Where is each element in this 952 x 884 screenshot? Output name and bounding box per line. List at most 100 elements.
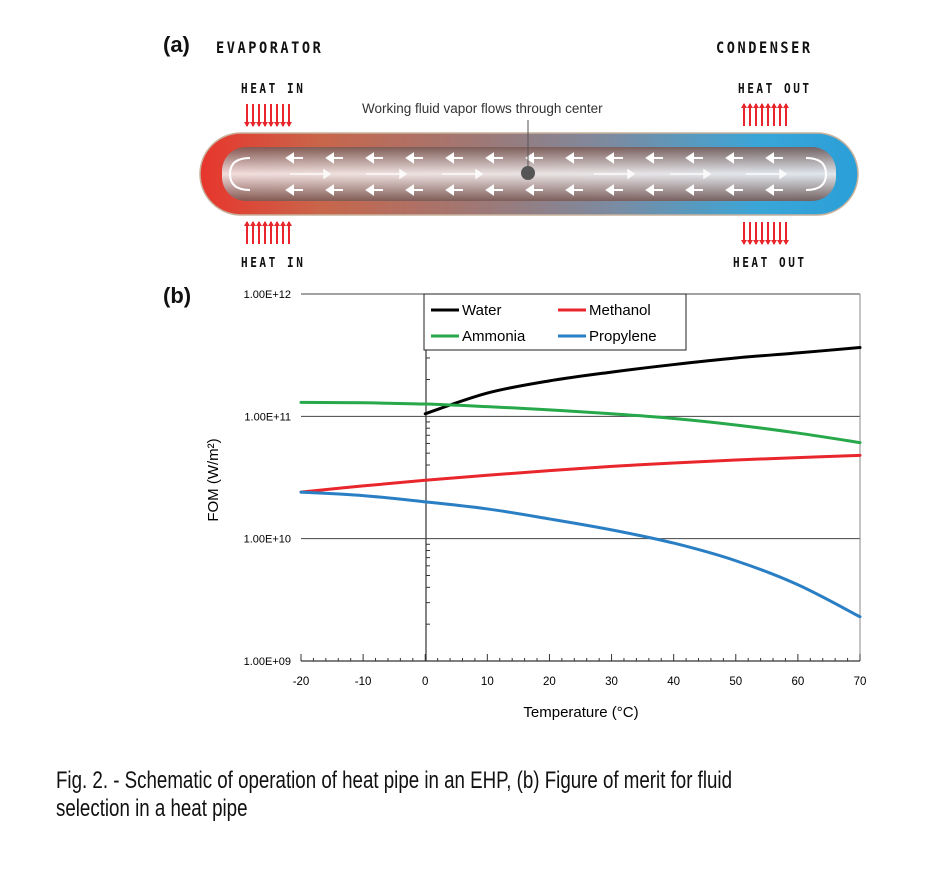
flow-arrowhead: [565, 184, 574, 196]
flow-arrowhead: [285, 152, 294, 164]
series-line-methanol: [299, 453, 862, 494]
y-tick-label: 1.00E+11: [244, 411, 291, 423]
x-tick-label: -10: [355, 676, 372, 688]
heat-in-top-label: HEAT IN: [241, 82, 306, 97]
heat-arrowhead: [256, 221, 262, 226]
heat-arrowhead: [777, 240, 783, 245]
flow-arrowhead: [685, 184, 694, 196]
flow-arrowhead: [525, 152, 534, 164]
vapor-center-dot: [521, 166, 535, 180]
x-tick-label: 0: [422, 676, 428, 688]
panel-b-label: (b): [163, 283, 192, 308]
heat-arrowhead: [268, 122, 274, 127]
evaporator-label: EVAPORATOR: [216, 38, 324, 57]
x-tick-label: 60: [791, 676, 804, 688]
flow-arrowhead: [475, 168, 484, 180]
flow-arrowhead: [725, 184, 734, 196]
heat-arrowhead: [286, 221, 292, 226]
heat-arrowhead: [777, 103, 783, 108]
y-tick-label: 1.00E+10: [244, 534, 291, 546]
flow-arrowhead: [405, 152, 414, 164]
flow-arrowhead: [285, 184, 294, 196]
flow-arrowhead: [565, 152, 574, 164]
heat-arrowhead: [274, 221, 280, 226]
legend-label-methanol: Methanol: [589, 302, 651, 319]
flow-arrowhead: [645, 184, 654, 196]
flow-arrowhead: [325, 152, 334, 164]
x-tick-label: 30: [605, 676, 618, 688]
flow-arrowhead: [725, 152, 734, 164]
heat-arrowhead: [783, 103, 789, 108]
heat-arrowhead: [244, 122, 250, 127]
x-tick-label: 10: [481, 676, 494, 688]
flow-arrowhead: [399, 168, 408, 180]
flow-arrowhead: [605, 184, 614, 196]
condenser-return-line: [805, 157, 828, 191]
legend: Water Methanol Ammonia Propylene: [423, 293, 687, 351]
heat-arrowhead: [250, 221, 256, 226]
y-tick-label: 1.00E+09: [244, 656, 291, 668]
flow-arrowhead: [445, 184, 454, 196]
series-line-ammonia: [299, 400, 862, 445]
flow-arrowhead: [685, 152, 694, 164]
flow-arrowhead: [445, 152, 454, 164]
flow-arrowhead: [627, 168, 636, 180]
x-tick-label: -20: [293, 676, 310, 688]
x-tick-label: 40: [667, 676, 680, 688]
heat-arrowhead: [765, 103, 771, 108]
y-tick-label: 1.00E+12: [244, 289, 291, 301]
heat-arrowhead: [268, 221, 274, 226]
heat-in-bottom-label: HEAT IN: [241, 256, 306, 271]
wick-flow-top-arrows: [285, 152, 783, 164]
heat-arrowhead: [244, 221, 250, 226]
figure-caption-line-2: selection in a heat pipe: [56, 795, 248, 822]
x-tick-label: 50: [729, 676, 742, 688]
vapor-flow-note: Working fluid vapor flows through center: [362, 101, 603, 116]
flow-arrowhead: [485, 152, 494, 164]
series-line-propylene: [299, 490, 862, 619]
flow-arrowhead: [605, 152, 614, 164]
heat-arrowhead: [274, 122, 280, 127]
heat-arrowhead: [771, 103, 777, 108]
legend-label-water: Water: [462, 302, 501, 319]
heat-out-top-label: HEAT OUT: [738, 82, 812, 97]
flow-arrowhead: [485, 184, 494, 196]
flow-arrowhead: [405, 184, 414, 196]
vapor-flow-arrows: [290, 168, 788, 180]
heat-arrowhead: [256, 122, 262, 127]
heat-arrowhead: [747, 240, 753, 245]
heat-arrowhead: [783, 240, 789, 245]
flow-arrowhead: [323, 168, 332, 180]
flow-arrowhead: [645, 152, 654, 164]
heat-arrowhead: [741, 240, 747, 245]
figure-caption-line-1: Fig. 2. - Schematic of operation of heat…: [56, 767, 732, 794]
heat-arrowhead: [747, 103, 753, 108]
heat-out-bottom-label: HEAT OUT: [733, 256, 807, 271]
heat-arrowhead: [280, 221, 286, 226]
heat-arrowhead: [280, 122, 286, 127]
heat-arrowhead: [286, 122, 292, 127]
heat-in-top-arrows: [244, 104, 292, 127]
flow-arrowhead: [779, 168, 788, 180]
heat-arrowhead: [250, 122, 256, 127]
heat-arrowhead: [771, 240, 777, 245]
series-line-water: [423, 346, 862, 416]
legend-box: [423, 293, 687, 351]
x-axis-title: Temperature (°C): [523, 704, 638, 721]
wick-flow-bottom-arrows: [285, 184, 783, 196]
heat-arrowhead: [765, 240, 771, 245]
x-tick-label: 70: [854, 676, 867, 688]
flow-arrowhead: [525, 184, 534, 196]
heat-in-bottom-arrows: [244, 221, 292, 244]
flow-arrowhead: [703, 168, 712, 180]
heat-arrowhead: [262, 221, 268, 226]
heat-out-top-arrows: [741, 103, 789, 126]
heat-arrowhead: [753, 240, 759, 245]
panel-a-label: (a): [163, 32, 190, 57]
condenser-label: CONDENSER: [716, 38, 813, 57]
legend-label-propylene: Propylene: [589, 328, 657, 345]
flow-arrowhead: [365, 152, 374, 164]
heat-pipe-diagram: [199, 103, 859, 245]
evaporator-return-line: [228, 157, 251, 191]
y-axis-title: FOM (W/m²): [205, 438, 222, 521]
